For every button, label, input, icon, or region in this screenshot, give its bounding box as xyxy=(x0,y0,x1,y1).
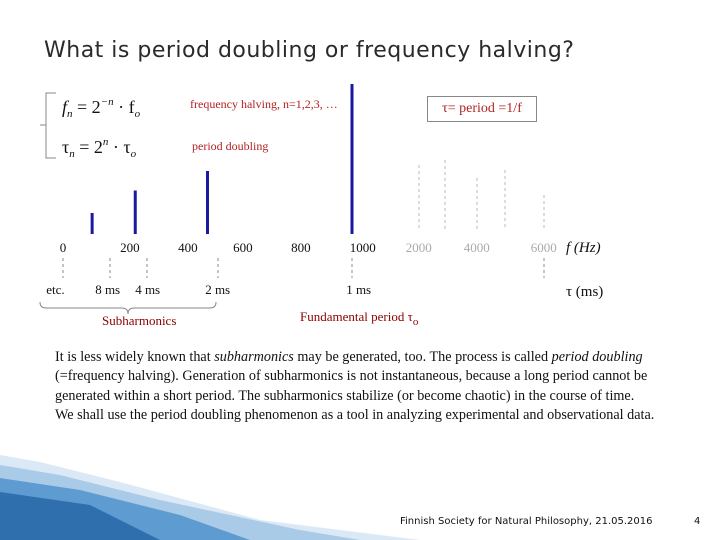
frequency-tick-label: 2000 xyxy=(405,240,432,255)
formula-exponent: −n xyxy=(100,96,114,108)
formula-symbol: τ xyxy=(62,137,70,157)
frequency-tick-label: 6000 xyxy=(530,240,557,255)
tau-definition-box: τ= period =1/f xyxy=(427,96,537,122)
formula-subscript: n xyxy=(67,108,73,120)
body-text-span: may be generated, too. The process is ca… xyxy=(293,349,552,365)
frequency-unit-text: f (Hz) xyxy=(566,240,601,256)
slide-title: What is period doubling or frequency hal… xyxy=(44,38,575,63)
formula-subscript: o xyxy=(134,108,141,120)
tau-definition-text: τ= period =1/f xyxy=(442,101,522,116)
formula-subscript: n xyxy=(69,148,75,160)
body-text-span: We shall use the period doubling phenome… xyxy=(55,407,655,424)
frequency-tick-label: 1000 xyxy=(349,240,376,255)
period-unit: τ (ms) xyxy=(566,284,604,300)
formula-symbol: f xyxy=(62,97,68,117)
frequency-tick-label: 800 xyxy=(291,240,311,255)
period-axis-ticks xyxy=(62,258,545,278)
dashed-guides xyxy=(418,160,545,230)
body-text: It is less widely known that subharmonic… xyxy=(55,348,695,426)
frequency-formula: fn = 2−n · fo xyxy=(62,96,140,120)
page-number: 4 xyxy=(694,516,701,527)
body-text-italic: period doubling xyxy=(551,349,643,365)
frequency-unit: f (Hz) xyxy=(566,240,601,257)
body-text-italic: subharmonics xyxy=(214,349,294,365)
subharmonics-label: Subharmonics xyxy=(102,313,177,328)
period-doubling-label: period doubling xyxy=(192,139,269,153)
period-formula: τn = 2n · τo xyxy=(62,136,136,160)
period-tick-label: 8 ms xyxy=(95,282,121,297)
fundamental-subscript: o xyxy=(412,316,419,328)
frequency-tick-label: 600 xyxy=(233,240,253,255)
formula-text: · τ xyxy=(108,137,131,157)
frequency-halving-label: frequency halving, n=1,2,3, … xyxy=(190,97,338,111)
formula-subscript: o xyxy=(130,148,137,160)
frequency-tick-label: 400 xyxy=(178,240,198,255)
period-tick-label: 4 ms xyxy=(135,282,161,297)
formula-text: = 2 xyxy=(72,97,101,117)
subharmonics-brace xyxy=(39,301,217,315)
body-text-span: It is less widely known that xyxy=(55,349,215,365)
spectrum-lines xyxy=(90,84,354,234)
formula-text: · f xyxy=(113,97,135,117)
period-tick-label: etc. xyxy=(46,282,65,297)
fundamental-text: Fundamental period τ xyxy=(300,309,413,324)
frequency-tick-label: 4000 xyxy=(463,240,490,255)
footer-text: Finnish Society for Natural Philosophy, … xyxy=(400,516,653,527)
formula-text: = 2 xyxy=(74,137,103,157)
body-text-span: (=frequency halving). Generation of subh… xyxy=(55,368,648,404)
formula-exponent: n xyxy=(102,136,109,148)
period-tick-label: 1 ms xyxy=(346,282,372,297)
fundamental-period-label: Fundamental period τo xyxy=(300,309,418,328)
frequency-tick-label: 0 xyxy=(59,240,67,255)
period-tick-label: 2 ms xyxy=(205,282,231,297)
frequency-tick-label: 200 xyxy=(120,240,140,255)
